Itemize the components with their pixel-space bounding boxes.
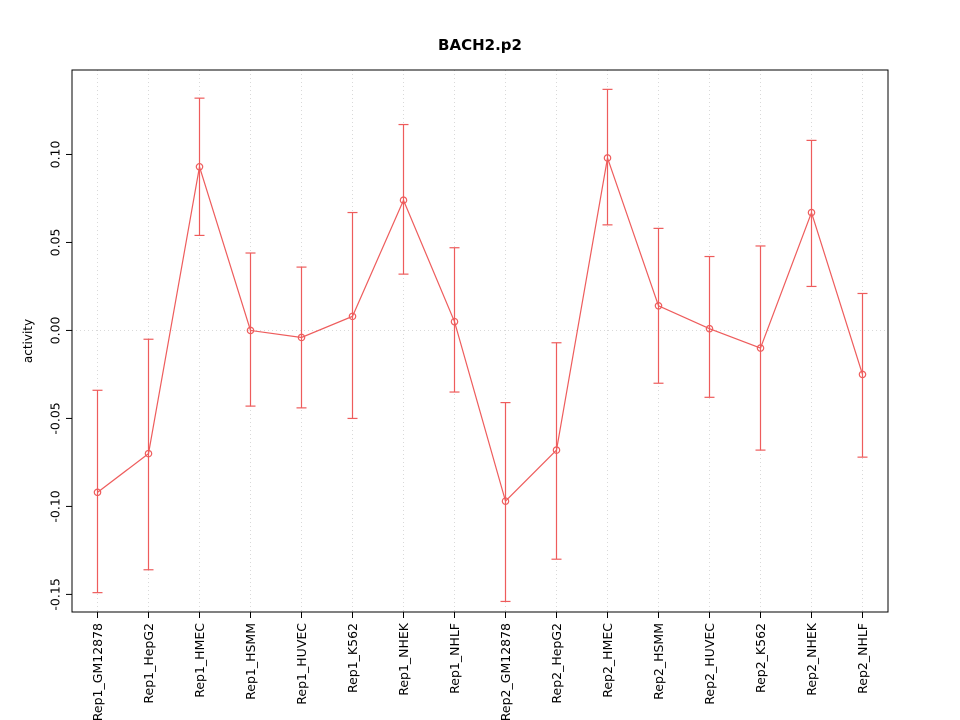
data-point-marker (348, 312, 357, 321)
x-tick-label: Rep1_HMEC (192, 623, 207, 698)
x-tick-label: Rep1_NHLF (447, 623, 462, 694)
x-tick-label: Rep1_GM12878 (90, 623, 105, 720)
x-tick-label: Rep2_K562 (753, 623, 768, 693)
y-tick-label: -0.15 (48, 578, 63, 610)
x-tick-label: Rep2_HUVEC (702, 623, 717, 705)
data-point-marker (399, 196, 408, 205)
data-point-marker (654, 302, 663, 310)
series-line (97, 157, 864, 503)
x-tick-label: Rep2_NHEK (804, 622, 819, 696)
data-point-marker (93, 488, 102, 497)
plot-border (71, 69, 889, 613)
y-tick-label: 0.00 (48, 316, 63, 344)
data-point-marker (705, 324, 714, 333)
y-tick-label: 0.05 (48, 229, 63, 257)
data-point-marker (195, 162, 204, 171)
x-tick-label: Rep2_GM12878 (498, 623, 513, 720)
data-point-marker (246, 326, 255, 335)
data-point-marker (807, 208, 816, 217)
data-point-marker (858, 370, 867, 379)
data-point-marker (144, 449, 153, 458)
data-point-marker (501, 497, 510, 505)
chart-title: BACH2.p2 (438, 36, 522, 54)
x-tick-label: Rep1_NHEK (396, 622, 411, 696)
x-tick-label: Rep1_HSMM (243, 623, 258, 700)
y-tick-label: 0.10 (48, 141, 63, 169)
x-tick-label: Rep2_HepG2 (549, 623, 564, 704)
data-point-marker (603, 154, 612, 162)
data-point-marker (450, 317, 459, 326)
x-tick-label: Rep2_HMEC (600, 623, 615, 698)
data-point-marker (297, 333, 306, 342)
data-point-marker (552, 446, 561, 454)
x-tick-label: Rep1_HUVEC (294, 623, 309, 705)
x-tick-label: Rep2_NHLF (855, 623, 870, 694)
x-tick-label: Rep1_K562 (345, 623, 360, 693)
y-tick-label: -0.10 (48, 490, 63, 522)
x-tick-label: Rep2_HSMM (651, 623, 666, 700)
y-tick-label: -0.05 (48, 402, 63, 434)
x-tick-label: Rep1_HepG2 (141, 623, 156, 704)
data-point-marker (756, 344, 765, 352)
